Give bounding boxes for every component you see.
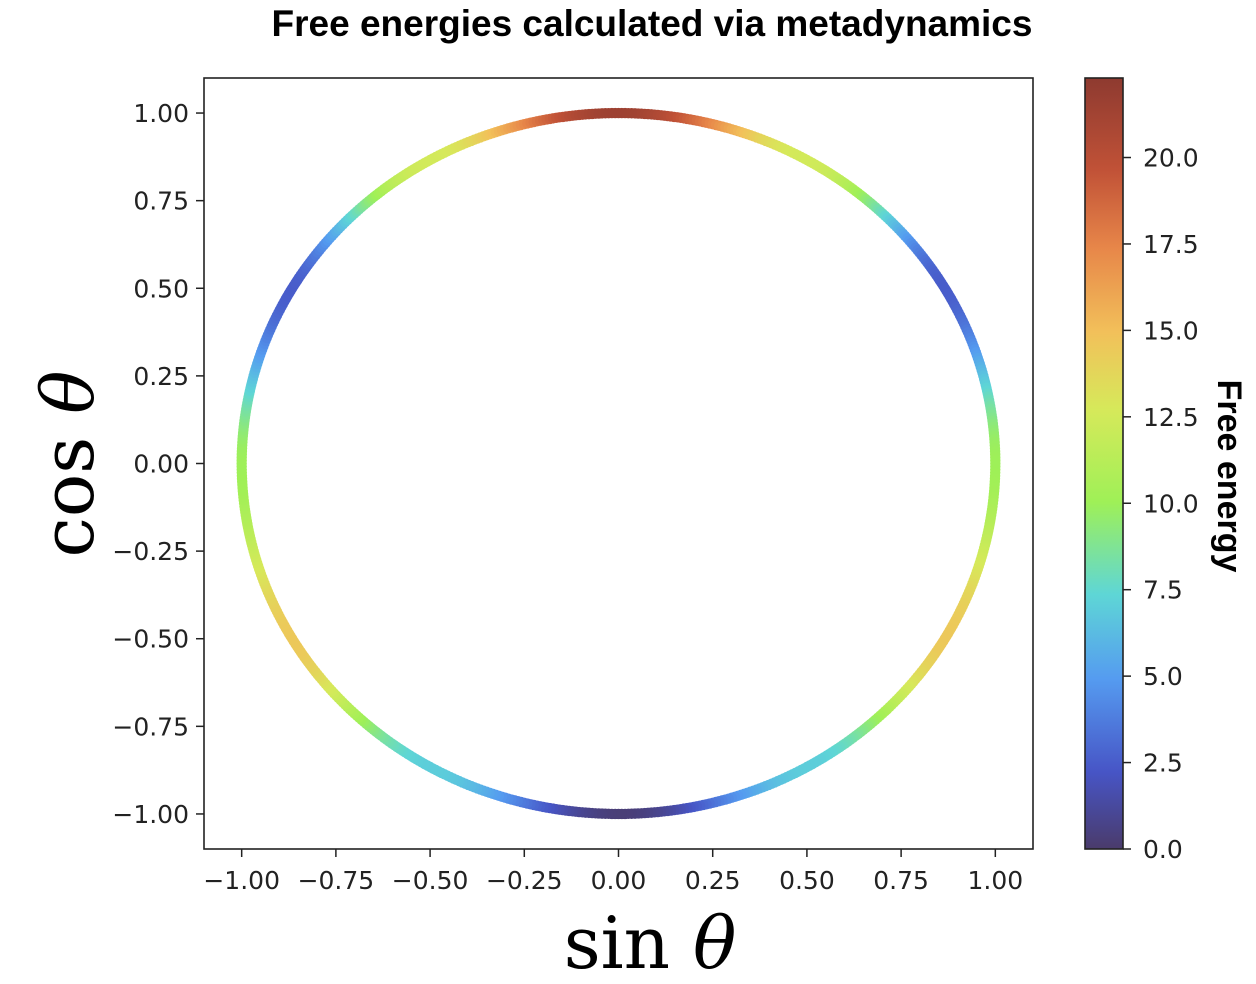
colorbar-tick-label: 15.0 — [1143, 316, 1199, 345]
y-tick-label: 1.00 — [133, 99, 189, 128]
y-tick-label: 0.00 — [133, 450, 189, 479]
x-tick-label: 1.00 — [967, 866, 1023, 895]
x-tick-label: 0.50 — [779, 866, 835, 895]
x-tick-label: −1.00 — [203, 866, 280, 895]
y-tick-label: −0.75 — [112, 712, 189, 741]
x-tick-label: −0.25 — [486, 866, 563, 895]
colorbar-tick-label: 0.0 — [1143, 835, 1183, 864]
colorbar-tick-label: 17.5 — [1143, 230, 1199, 259]
x-tick-label: 0.25 — [685, 866, 741, 895]
colorbar-tick-label: 20.0 — [1143, 144, 1199, 173]
colorbar-tick-label: 5.0 — [1143, 662, 1183, 691]
colorbar-tick-label: 7.5 — [1143, 576, 1183, 605]
colorbar-label: Free energy — [1210, 380, 1248, 573]
x-axis-label: sin θ — [564, 901, 737, 984]
colorbar-tick-label: 2.5 — [1143, 749, 1183, 778]
y-tick-label: 0.75 — [133, 187, 189, 216]
colorbar — [1084, 77, 1124, 850]
x-tick-label: −0.75 — [298, 866, 375, 895]
ring-point — [616, 808, 627, 820]
y-tick-label: 0.50 — [133, 274, 189, 303]
colorbar-tick-label: 12.5 — [1143, 403, 1199, 432]
x-tick-label: −0.50 — [392, 866, 469, 895]
colorbar-axis: 0.0 2.5 5.0 7.5 10.0 12.5 15.0 17.5 20.0 — [1123, 144, 1199, 864]
y-tick-label: −0.50 — [112, 625, 189, 654]
x-tick-label: 0.75 — [873, 866, 929, 895]
y-tick-label: −0.25 — [112, 537, 189, 566]
x-axis: −1.00 −0.75 −0.50 −0.25 0.00 0.25 0.50 0.75 1.00 — [203, 849, 1023, 895]
free-energy-ring — [236, 107, 1001, 820]
x-tick-label: 0.00 — [591, 866, 647, 895]
y-axis-label: cos θ — [26, 371, 110, 558]
chart-title: Free energies calculated via metadynamic… — [272, 3, 1033, 44]
plot-frame — [203, 77, 1034, 850]
y-tick-label: 0.25 — [133, 362, 189, 391]
colorbar-tick-label: 10.0 — [1143, 489, 1199, 518]
y-tick-label: −1.00 — [112, 800, 189, 829]
y-axis: 1.00 0.75 0.50 0.25 0.00 −0.25 −0.50 −0.75 −1.00 — [112, 99, 204, 829]
